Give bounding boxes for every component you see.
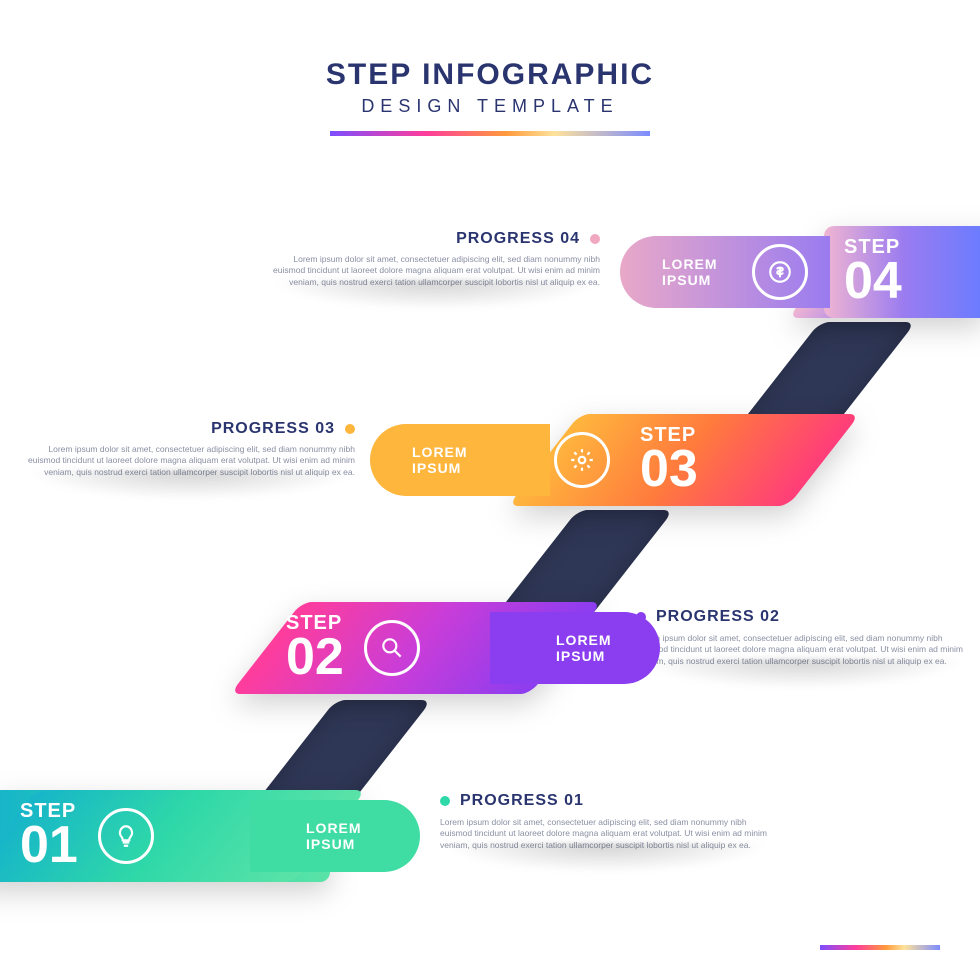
step-number-block: STEP 02 xyxy=(266,613,364,683)
step-number: 02 xyxy=(286,631,344,683)
header: STEP INFOGRAPHIC DESIGN TEMPLATE xyxy=(0,0,980,136)
progress-dot xyxy=(440,796,450,806)
card-shadow xyxy=(636,659,966,689)
lorem-label: IPSUM xyxy=(556,648,612,664)
step-number: 03 xyxy=(640,443,698,495)
step-number-block: STEP 01 xyxy=(0,801,98,871)
card-shadow xyxy=(440,843,770,873)
step-ribbon-04: STEP 04 xyxy=(824,226,980,318)
lorem-label: LOREM xyxy=(556,632,612,648)
lorem-label: IPSUM xyxy=(412,460,468,476)
step-pill-02: LOREM IPSUM xyxy=(490,612,660,684)
step-number-block: STEP 04 xyxy=(824,237,922,307)
card-shadow xyxy=(25,470,355,500)
step-number: 01 xyxy=(20,819,78,871)
card-shadow xyxy=(270,280,600,310)
footer-accent xyxy=(820,945,940,950)
step-ribbon-03: STEP 03 xyxy=(544,414,824,506)
step-number-block: STEP 03 xyxy=(620,425,718,495)
header-underline xyxy=(330,131,650,136)
progress-card-01: PROGRESS 01 Lorem ipsum dolor sit amet, … xyxy=(440,792,770,851)
step-number: 04 xyxy=(844,255,902,307)
lorem-label: IPSUM xyxy=(306,836,362,852)
progress-heading: PROGRESS 04 xyxy=(456,230,580,248)
page-title: STEP INFOGRAPHIC xyxy=(0,58,980,92)
page-subtitle: DESIGN TEMPLATE xyxy=(0,96,980,117)
progress-heading: PROGRESS 01 xyxy=(460,792,584,810)
progress-heading: PROGRESS 02 xyxy=(656,608,780,626)
lorem-label: LOREM xyxy=(306,820,362,836)
progress-dot xyxy=(345,424,355,434)
step-pill-03: LOREM IPSUM xyxy=(370,424,550,496)
lorem-label: LOREM xyxy=(412,444,468,460)
step-pill-01: LOREM IPSUM xyxy=(250,800,420,872)
progress-heading: PROGRESS 03 xyxy=(211,420,335,438)
dollar-icon xyxy=(752,244,808,300)
bulb-icon xyxy=(98,808,154,864)
step-pill-04: LOREM IPSUM xyxy=(620,236,830,308)
progress-dot xyxy=(590,234,600,244)
lorem-label: LOREM xyxy=(662,256,718,272)
gear-icon xyxy=(554,432,610,488)
progress-card-03: PROGRESS 03 Lorem ipsum dolor sit amet, … xyxy=(25,420,355,478)
lorem-label: IPSUM xyxy=(662,272,718,288)
progress-card-02: PROGRESS 02 Lorem ipsum dolor sit amet, … xyxy=(636,608,966,667)
magnifier-icon xyxy=(364,620,420,676)
progress-card-04: PROGRESS 04 Lorem ipsum dolor sit amet, … xyxy=(270,230,600,288)
